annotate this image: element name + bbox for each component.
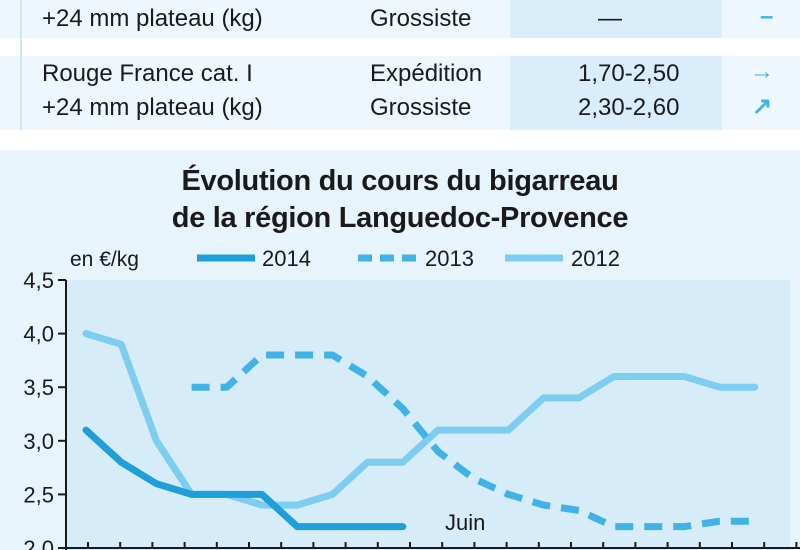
price-table: +24 mm plateau (kg) Grossiste — – Rouge … [0, 0, 800, 130]
stage-line-2: Grossiste [370, 94, 472, 121]
legend-label-2014: 2014 [262, 246, 311, 271]
price-line-2: 2,30-2,60 [578, 94, 680, 121]
product-line-1: Rouge France cat. I [42, 60, 253, 87]
chart-title-line-1: Évolution du cours du bigarreau [181, 165, 619, 197]
row-separator [0, 38, 800, 56]
price-line-1: 1,70-2,50 [578, 60, 680, 87]
y-tick-label: 3,5 [23, 375, 54, 400]
table-left-border [20, 0, 22, 130]
product-line-2: +24 mm plateau (kg) [42, 5, 263, 32]
price-column-shade [510, 0, 722, 130]
juin-annotation: Juin [445, 510, 485, 535]
y-tick-label: 4,0 [23, 322, 54, 347]
trend-up-arrow-icon: ↗ [752, 93, 773, 120]
y-axis-label: en €/kg [70, 248, 139, 271]
trend-right-arrow-icon: → [750, 58, 774, 85]
stage-line-1: Expédition [370, 60, 483, 87]
legend-label-2013: 2013 [425, 246, 474, 271]
price-line-2: — [598, 5, 622, 32]
y-tick-label: 4,5 [23, 268, 54, 293]
trend-flat-icon: – [760, 3, 774, 30]
series-line-2014 [82, 426, 407, 531]
series-line-2013 [191, 351, 755, 531]
chart-title-line-2: de la région Languedoc-Provence [171, 202, 629, 234]
plot-area [66, 280, 790, 550]
legend-label-2012: 2012 [571, 246, 620, 271]
y-tick-label: 3,0 [23, 429, 54, 454]
product-line-2: +24 mm plateau (kg) [42, 94, 263, 121]
y-tick-label: 2,5 [23, 482, 54, 507]
y-tick-label: 2,0 [23, 536, 54, 550]
stage-line-2: Grossiste [370, 5, 472, 32]
